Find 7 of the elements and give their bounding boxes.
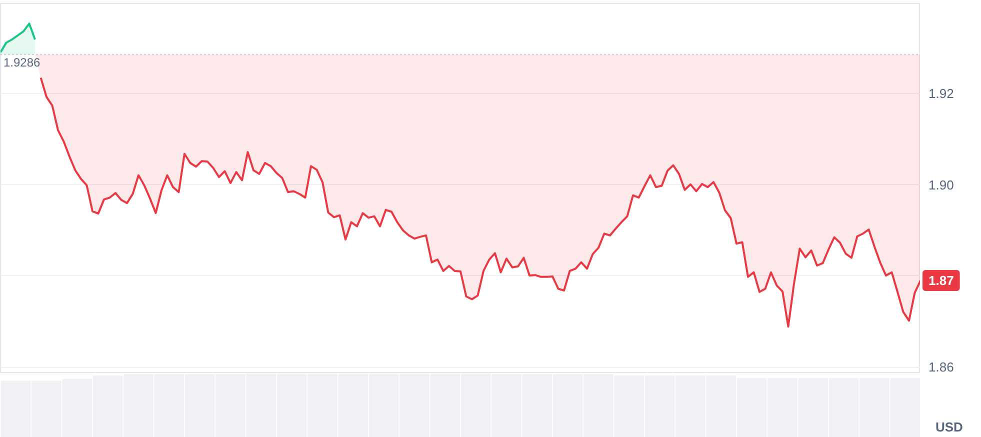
ref-line-label: 1.9286	[4, 56, 41, 70]
text: 1.87	[928, 273, 954, 288]
line-series	[40, 76, 920, 328]
y-tick-label: 1.86	[928, 360, 954, 375]
y-tick-label: 1.92	[928, 86, 954, 102]
y-axis-title: USD	[936, 420, 963, 434]
y-tick-label: 1.90	[928, 177, 954, 192]
